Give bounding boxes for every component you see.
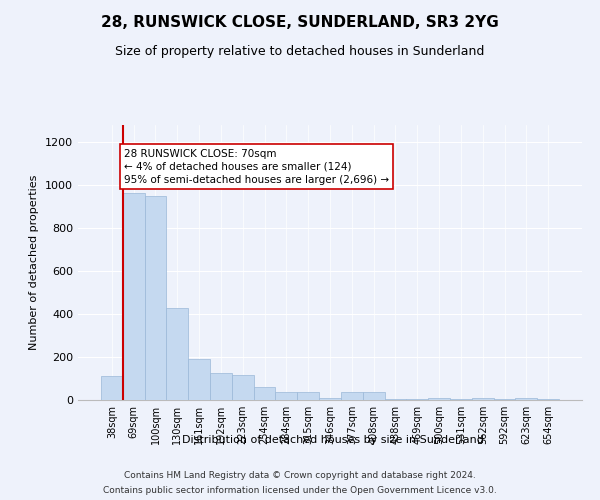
Bar [210,373,232,400]
Bar [254,386,275,400]
Bar [297,392,319,400]
Y-axis label: Number of detached properties: Number of detached properties [29,175,40,350]
Bar [515,398,537,400]
Text: Contains HM Land Registry data © Crown copyright and database right 2024.: Contains HM Land Registry data © Crown c… [124,471,476,480]
Bar [472,398,494,400]
Bar [363,392,385,400]
Bar [275,392,297,400]
Bar [428,398,450,400]
Bar [319,398,341,400]
Bar [123,192,145,400]
Text: 28 RUNSWICK CLOSE: 70sqm
← 4% of detached houses are smaller (124)
95% of semi-d: 28 RUNSWICK CLOSE: 70sqm ← 4% of detache… [124,148,389,185]
Text: 28, RUNSWICK CLOSE, SUNDERLAND, SR3 2YG: 28, RUNSWICK CLOSE, SUNDERLAND, SR3 2YG [101,15,499,30]
Bar [406,399,428,400]
Bar [232,376,254,400]
Bar [385,399,406,400]
Bar [101,376,123,400]
Bar [145,196,166,400]
Bar [166,308,188,400]
Text: Contains public sector information licensed under the Open Government Licence v3: Contains public sector information licen… [103,486,497,495]
Text: Size of property relative to detached houses in Sunderland: Size of property relative to detached ho… [115,45,485,58]
Bar [188,359,210,400]
Bar [341,392,363,400]
Text: Distribution of detached houses by size in Sunderland: Distribution of detached houses by size … [182,435,484,445]
